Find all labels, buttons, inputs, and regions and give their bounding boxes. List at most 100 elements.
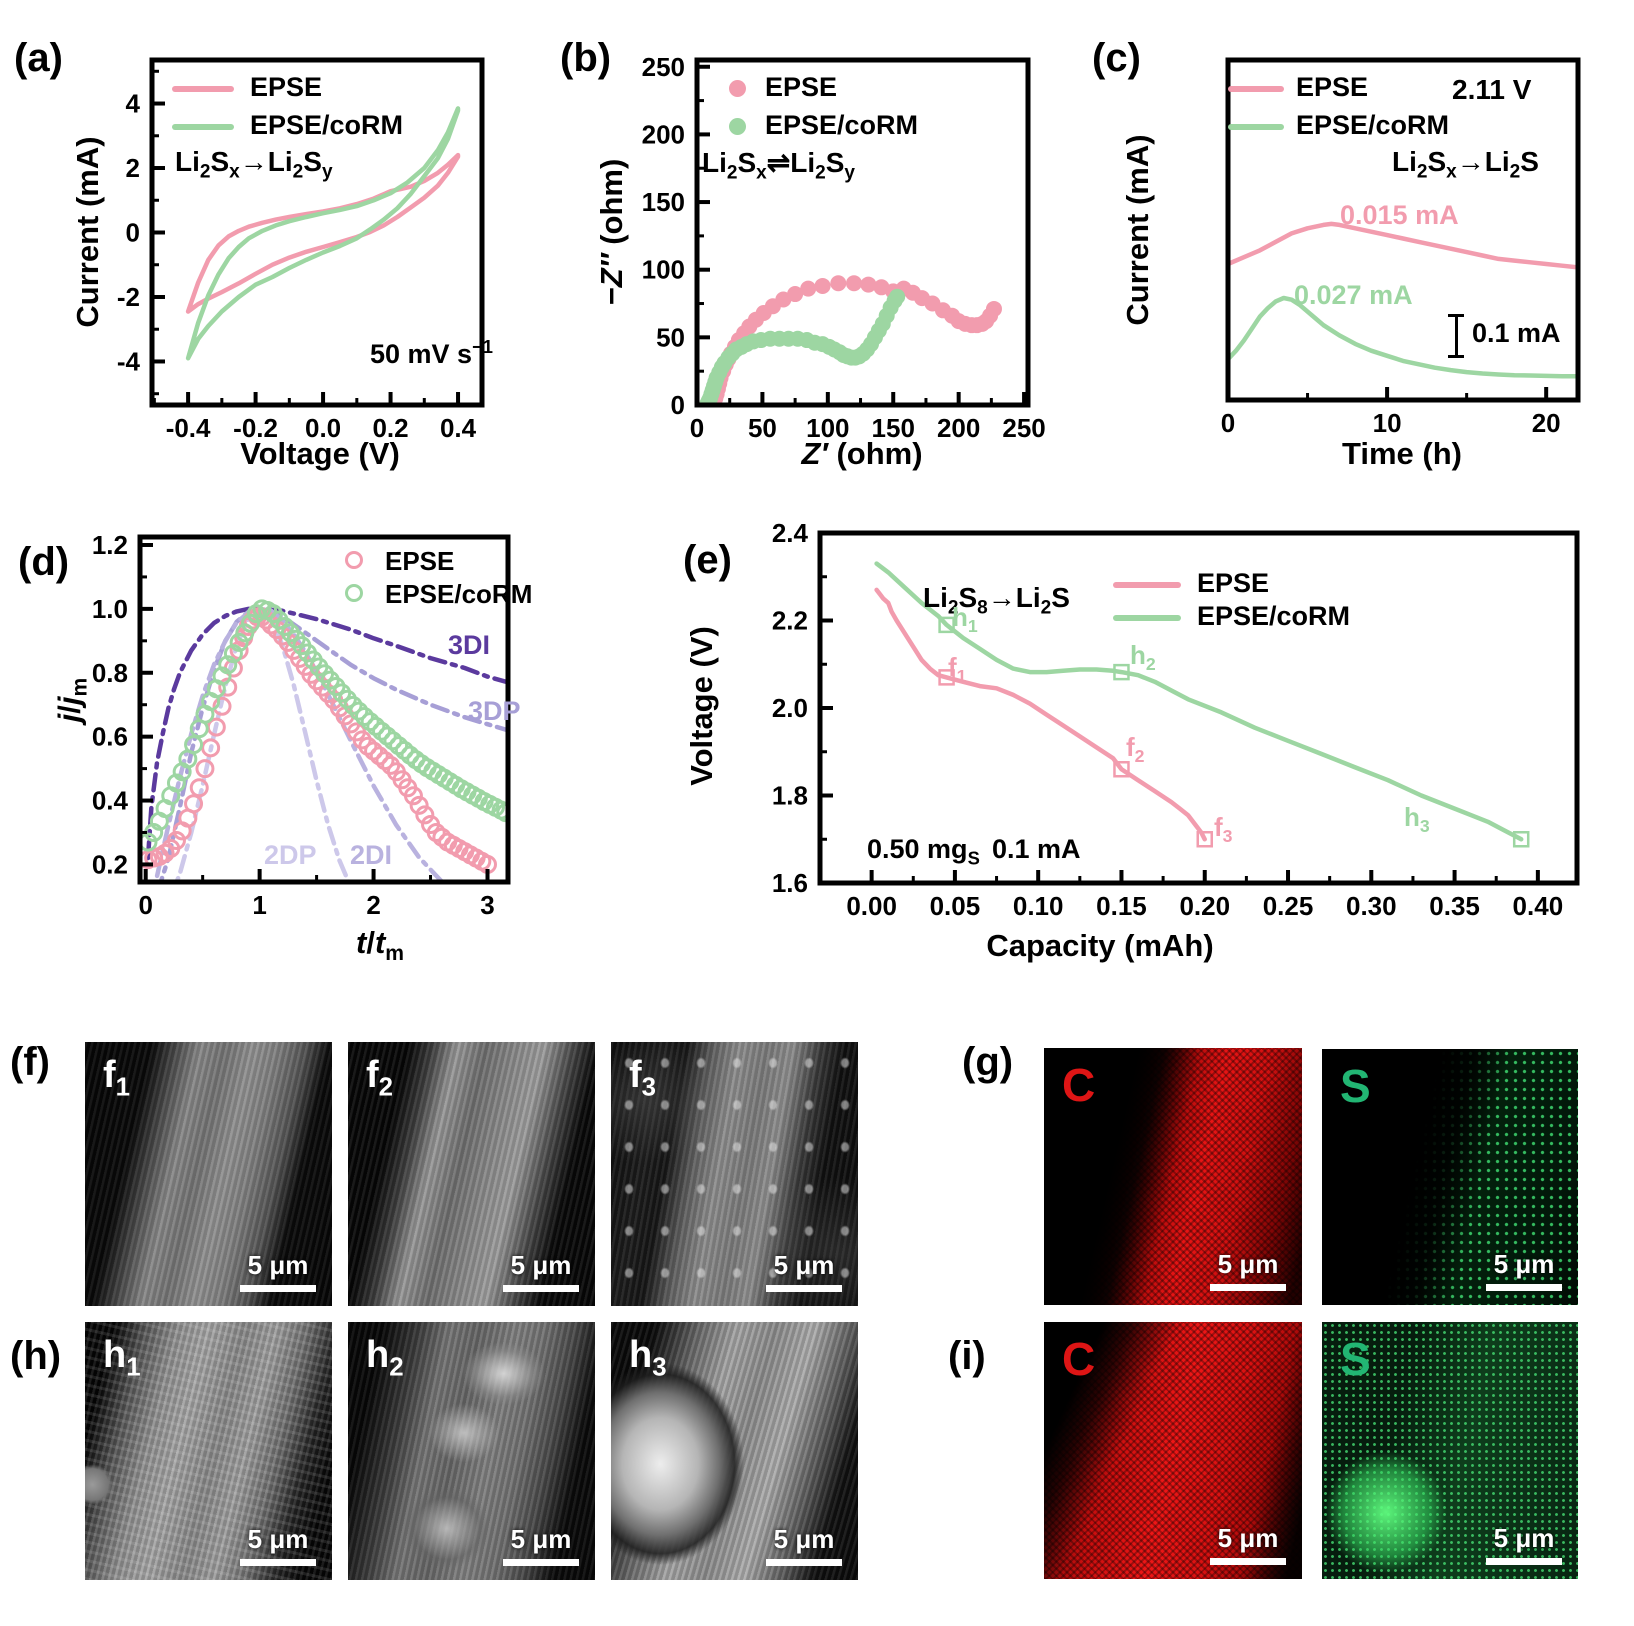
- svg-text:100: 100: [642, 255, 685, 285]
- svg-text:0.30: 0.30: [1346, 891, 1397, 921]
- marker-label-f3: f3: [1214, 812, 1233, 847]
- svg-text:4: 4: [126, 89, 141, 119]
- sem-label-h2: h2: [366, 1334, 404, 1382]
- legend-e-epse-swatch: [1113, 582, 1181, 588]
- eds-map-g-carbon: C 5 μm: [1044, 1048, 1302, 1305]
- sem-label-f2: f2: [366, 1054, 394, 1102]
- svg-text:0.4: 0.4: [92, 786, 129, 816]
- panel-e-sulfur-loading: 0.50 mgS: [867, 834, 980, 869]
- scale-bar-h3: 5 μm: [766, 1524, 842, 1566]
- panel-e-x-axis-title: Capacity (mAh): [986, 928, 1214, 963]
- svg-text:-0.2: -0.2: [233, 413, 278, 443]
- sem-image-f3: f3 5 μm: [611, 1042, 858, 1306]
- svg-text:2.2: 2.2: [772, 606, 808, 636]
- scale-bar-f3: 5 μm: [766, 1250, 842, 1292]
- panel-e-y-axis-title: Voltage (V): [684, 626, 719, 786]
- panel-a-reaction: Li2Sx→Li2Sy: [175, 146, 333, 183]
- panel-i-tag: (i): [948, 1334, 986, 1378]
- svg-text:0: 0: [690, 413, 704, 443]
- panel-c-reaction: Li2Sx→Li2S: [1392, 146, 1539, 183]
- eds-label-g-s: S: [1340, 1060, 1371, 1112]
- sem-label-f3: f3: [629, 1054, 657, 1102]
- svg-text:0.2: 0.2: [92, 849, 128, 879]
- legend-e-corm-label: EPSE/coRM: [1197, 601, 1351, 631]
- marker-label-f2: f2: [1126, 732, 1145, 767]
- panel-h-tag: (h): [10, 1334, 62, 1378]
- svg-text:0.40: 0.40: [1513, 891, 1564, 921]
- sem-label-h3: h3: [629, 1334, 667, 1382]
- svg-text:0.0: 0.0: [305, 413, 341, 443]
- svg-text:1.0: 1.0: [92, 594, 128, 624]
- svg-text:1.2: 1.2: [92, 530, 128, 560]
- svg-text:0.25: 0.25: [1263, 891, 1314, 921]
- eds-label-i-s: S: [1340, 1333, 1371, 1385]
- svg-text:0: 0: [671, 390, 685, 420]
- legend-e-corm-swatch: [1113, 615, 1181, 621]
- marker-label-h3: h3: [1404, 802, 1430, 837]
- eds-label-g-c: C: [1062, 1059, 1096, 1111]
- scale-bar-f2: 5 μm: [503, 1250, 579, 1292]
- sem-label-h1: h1: [103, 1334, 141, 1382]
- marker-label-h1: h1: [952, 602, 978, 637]
- svg-text:-2: -2: [117, 282, 140, 312]
- svg-text:0.8: 0.8: [92, 658, 128, 688]
- panel-d-x-axis-title: t/tm: [355, 925, 405, 966]
- svg-text:0.05: 0.05: [930, 891, 981, 921]
- legend-b-corm-label: EPSE/coRM: [765, 110, 919, 140]
- svg-text:2: 2: [366, 890, 380, 920]
- panel-b-reaction: Li2Sx⇌Li2Sy: [702, 147, 855, 184]
- svg-text:200: 200: [642, 119, 685, 149]
- model-label-2dp: 2DP: [264, 840, 317, 870]
- svg-text:250: 250: [1002, 413, 1045, 443]
- svg-text:0.00: 0.00: [846, 891, 897, 921]
- svg-text:150: 150: [872, 413, 915, 443]
- svg-text:0: 0: [1221, 408, 1235, 438]
- scale-bar-f1: 5 μm: [240, 1250, 316, 1292]
- svg-text:0: 0: [138, 890, 152, 920]
- marker-label-h2: h2: [1130, 640, 1156, 675]
- svg-text:0.4: 0.4: [440, 413, 477, 443]
- svg-text:50: 50: [656, 322, 685, 352]
- svg-text:1.8: 1.8: [772, 781, 808, 811]
- scale-bar-i-c: 5 μm: [1210, 1523, 1286, 1565]
- legend-d-corm-label: EPSE/coRM: [385, 579, 533, 609]
- legend-c-epse-swatch: [1228, 86, 1284, 92]
- scale-bar-g-c: 5 μm: [1210, 1249, 1286, 1291]
- svg-text:200: 200: [937, 413, 980, 443]
- eds-map-i-sulfur: S 5 μm: [1322, 1322, 1578, 1579]
- panel-d-y-axis-title: j/jm: [51, 677, 92, 723]
- eds-map-i-carbon: C 5 μm: [1044, 1322, 1302, 1579]
- model-label-3di: 3DI: [448, 630, 491, 660]
- svg-text:2.0: 2.0: [772, 693, 808, 723]
- scale-bar-h1: 5 μm: [240, 1524, 316, 1566]
- model-label-2di: 2DI: [350, 840, 393, 870]
- sem-image-f1: f1 5 μm: [85, 1042, 332, 1306]
- svg-text:50: 50: [748, 413, 777, 443]
- svg-text:1.6: 1.6: [772, 868, 808, 898]
- svg-text:0.15: 0.15: [1096, 891, 1147, 921]
- sem-image-f2: f2 5 μm: [348, 1042, 595, 1306]
- panel-c-tag: (c): [1092, 36, 1141, 80]
- model-label-3dp: 3DP: [468, 696, 521, 726]
- current-scale-bracket: [1448, 314, 1464, 358]
- panel-c-y-axis-title: Current (mA): [1120, 134, 1155, 326]
- panel-g-tag: (g): [962, 1040, 1014, 1084]
- scale-bar-i-s: 5 μm: [1486, 1523, 1562, 1565]
- legend-c-corm-label: EPSE/coRM: [1296, 110, 1450, 140]
- svg-text:-4: -4: [117, 346, 141, 376]
- svg-text:150: 150: [642, 187, 685, 217]
- scale-bar-g-s: 5 μm: [1486, 1249, 1562, 1291]
- legend-d-epse-swatch: [345, 551, 363, 569]
- legend-b-epse-swatch: [729, 80, 746, 97]
- svg-text:2.4: 2.4: [772, 518, 809, 548]
- panel-f-tag: (f): [10, 1040, 50, 1084]
- legend-d-epse-label: EPSE: [385, 546, 455, 576]
- svg-text:2: 2: [126, 153, 140, 183]
- svg-text:0.20: 0.20: [1179, 891, 1230, 921]
- svg-text:-0.4: -0.4: [166, 413, 211, 443]
- eds-label-i-c: C: [1062, 1333, 1096, 1385]
- sem-image-h1: h1 5 μm: [85, 1322, 332, 1580]
- svg-text:20: 20: [1532, 408, 1561, 438]
- legend-a-corm-swatch: [172, 124, 234, 130]
